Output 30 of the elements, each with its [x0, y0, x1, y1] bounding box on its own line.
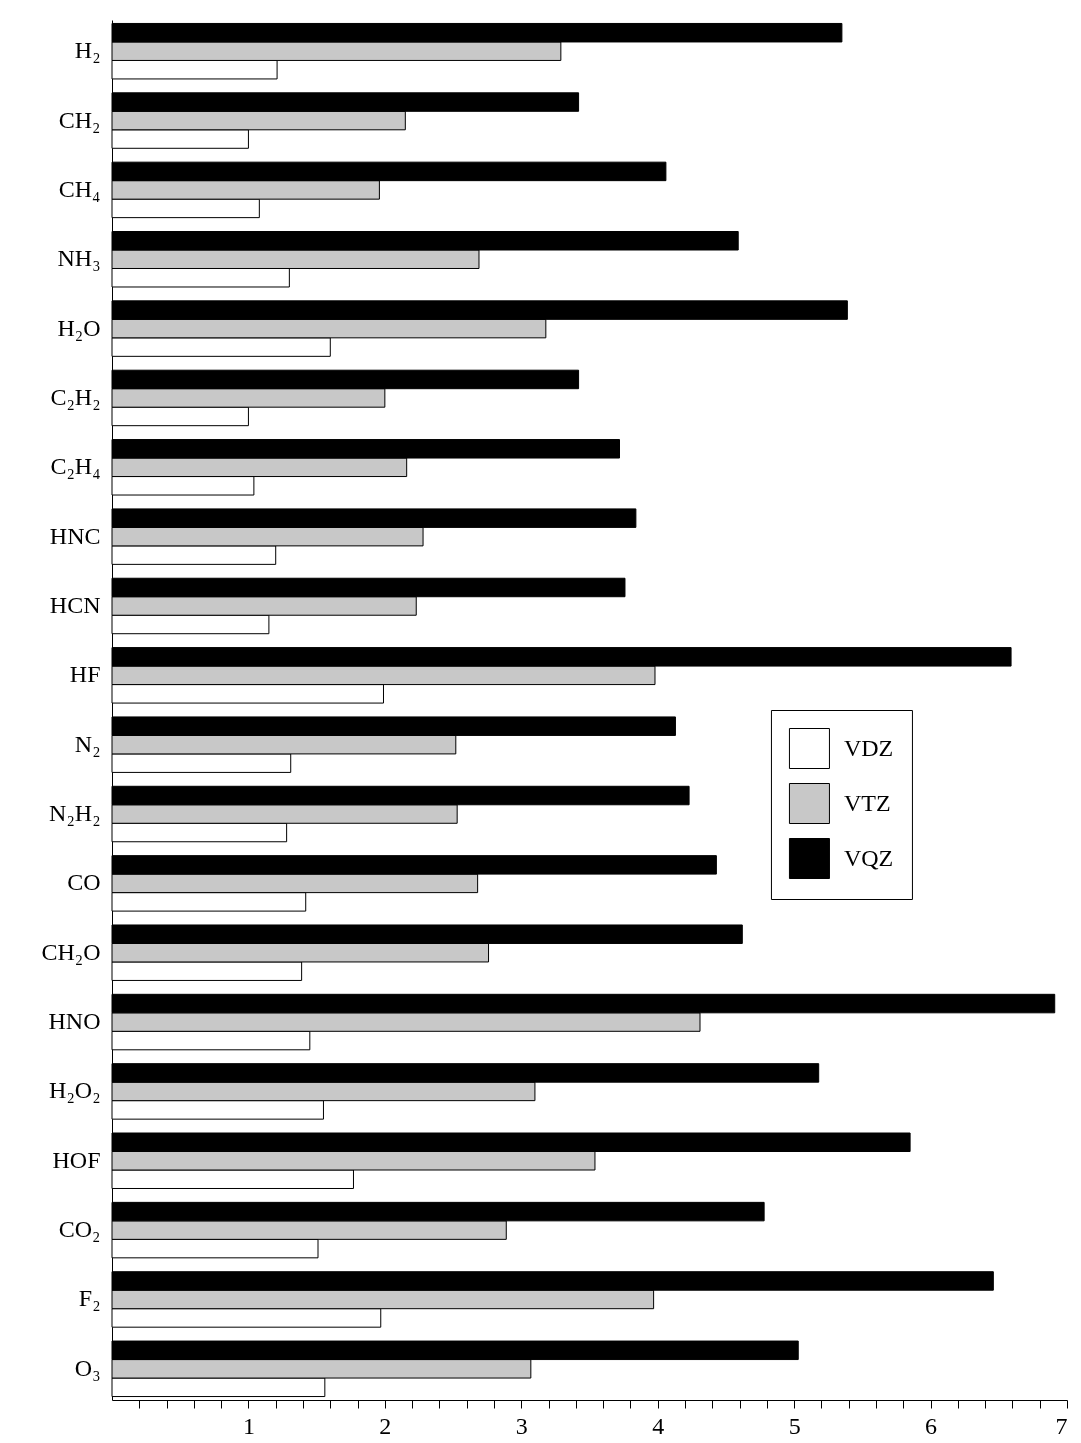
y-tick-label: CO₂: [58, 1216, 101, 1243]
y-tick-label: H₂O₂: [49, 1077, 101, 1104]
y-tick-label: HNO: [48, 1008, 101, 1035]
x-tick-label: 6: [925, 1412, 938, 1439]
y-tick-label: CH₂O: [41, 938, 101, 965]
y-tick-label: C₂H₂: [50, 383, 101, 410]
x-tick-label: 7: [1055, 1412, 1068, 1439]
y-tick-label: CH₄: [58, 175, 101, 202]
y-tick-label: CO: [67, 869, 101, 896]
y-tick-label: HCN: [49, 591, 101, 618]
y-tick-label: H₂: [74, 37, 101, 64]
y-tick-label: O₃: [74, 1354, 101, 1381]
y-tick-label: N₂H₂: [49, 800, 101, 827]
y-tick-label: C₂H₄: [50, 453, 101, 480]
y-tick-label: CH₂: [58, 106, 101, 133]
y-tick-label: F₂: [78, 1285, 101, 1312]
y-tick-label: H₂O: [57, 314, 101, 341]
legend-label: VQZ: [843, 844, 894, 871]
x-tick-label: 3: [515, 1412, 528, 1439]
x-tick-label: 1: [242, 1412, 255, 1439]
y-tick-label: HF: [69, 661, 101, 688]
x-tick-label: 5: [788, 1412, 801, 1439]
legend-label: VDZ: [843, 734, 894, 761]
y-tick-label: N₂: [74, 730, 101, 757]
y-tick-label: HNC: [49, 522, 101, 549]
y-tick-label: HOF: [52, 1146, 101, 1173]
x-tick-label: 2: [379, 1412, 392, 1439]
y-tick-label: NH₃: [57, 245, 101, 272]
legend-label: VTZ: [843, 789, 891, 816]
x-tick-label: 4: [652, 1412, 665, 1439]
